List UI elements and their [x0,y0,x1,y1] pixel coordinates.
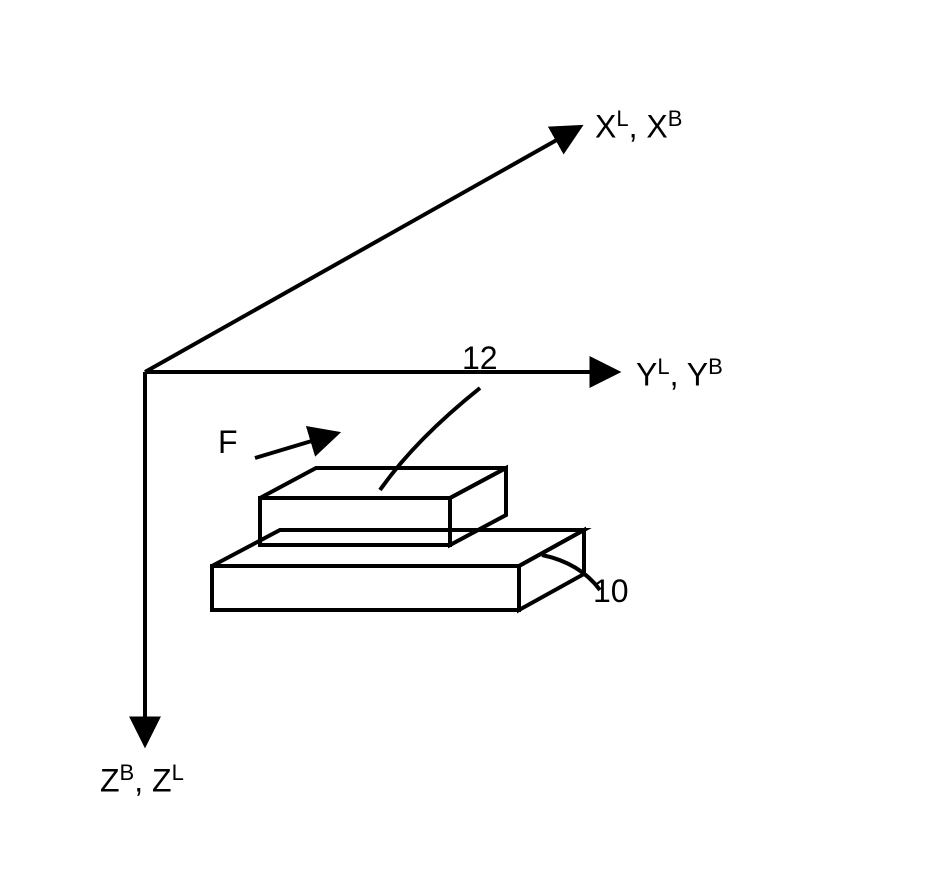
ref-12-label: 12 [462,340,498,377]
lower-block-right [519,530,584,610]
upper-block-front [260,498,450,545]
leader-10 [542,555,600,590]
upper-block-right [450,468,506,545]
z-axis-label: ZB, ZL [100,760,184,800]
y-axis-label: YL, YB [636,354,723,394]
x-axis [145,128,578,372]
force-arrow [255,434,335,458]
diagram-canvas [0,0,939,882]
x-axis-label: XL, XB [595,106,682,146]
leader-12 [380,388,480,490]
ref-10-label: 10 [593,573,629,610]
force-label: F [218,424,238,461]
lower-block-front [212,566,519,610]
